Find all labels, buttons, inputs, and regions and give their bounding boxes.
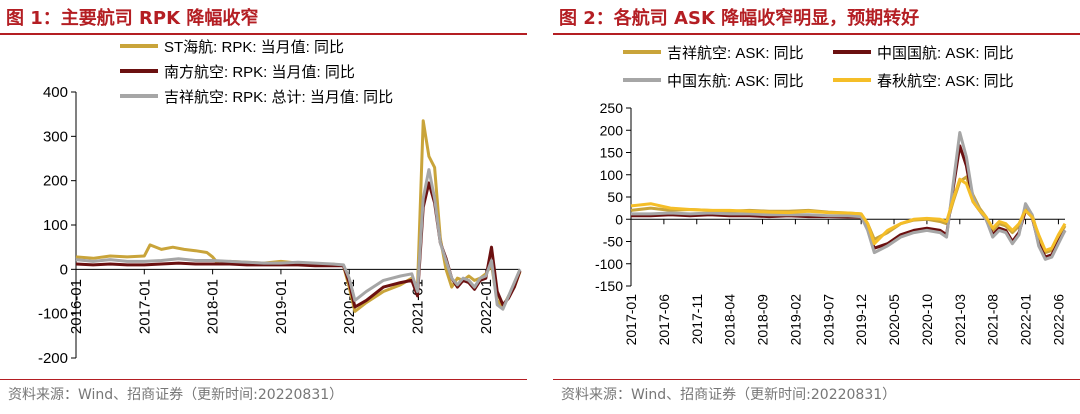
y-tick-label: -100 bbox=[38, 306, 68, 323]
x-tick-label: 2018-01 bbox=[205, 279, 222, 334]
x-tick-label: 2016-01 bbox=[68, 279, 85, 334]
x-tick-label: 2019-07 bbox=[820, 294, 836, 346]
y-tick-label: -100 bbox=[595, 256, 623, 272]
y-tick-label: 250 bbox=[600, 100, 624, 116]
x-tick-label: 2022-01 bbox=[1018, 294, 1034, 346]
rpk-line-chart: -200 -100 0 100 200 300 400 2016-01 2017-01 2018-… bbox=[38, 39, 522, 367]
source-note: 资料来源：Wind、招商证券（更新时间:20220831） bbox=[8, 387, 344, 403]
y-tick-label: 200 bbox=[43, 173, 68, 190]
series-line bbox=[630, 177, 1067, 252]
y-tick-label: 50 bbox=[607, 189, 623, 205]
y-tick-label: 150 bbox=[600, 145, 624, 161]
figure-panel-ask: 图 2：各航司 ASK 降幅收窄明显，预期转好 -150 -100 -50 0 50 10… bbox=[553, 0, 1080, 414]
series-line bbox=[631, 131, 1067, 261]
x-tick-label: 2018-09 bbox=[755, 294, 771, 346]
source-rule bbox=[0, 379, 527, 380]
legend-label: 中国东航: ASK: 同比 bbox=[667, 73, 804, 90]
source-rule bbox=[553, 379, 1080, 380]
source-note: 资料来源：Wind、招商证券（更新时间:20220831） bbox=[561, 387, 897, 403]
y-tick-label: -150 bbox=[595, 278, 623, 294]
x-tick-label: 2021-03 bbox=[952, 294, 968, 346]
figure-panel-rpk: 图 1：主要航司 RPK 降幅收窄 -200 -100 0 100 200 300 400 2… bbox=[0, 0, 527, 414]
title-rule bbox=[553, 33, 1080, 35]
title-rule bbox=[0, 33, 527, 35]
x-tick-label: 2020-10 bbox=[919, 294, 935, 346]
x-tick-label: 2022-06 bbox=[1050, 294, 1066, 346]
x-tick-label: 2017-01 bbox=[623, 294, 639, 346]
series-line bbox=[631, 144, 1067, 259]
y-tick-label: 300 bbox=[43, 128, 68, 145]
x-tick-label: 2021-01 bbox=[410, 279, 427, 334]
y-tick-label: 400 bbox=[43, 84, 68, 101]
ask-line-chart: -150 -100 -50 0 50 100 150 200 250 2017-01 2017-06… bbox=[595, 45, 1067, 346]
y-tick-label: -200 bbox=[38, 350, 68, 367]
x-tick-label: 2020-05 bbox=[886, 294, 902, 346]
legend-label: ST海航: RPK: 当月值: 同比 bbox=[164, 39, 344, 56]
series-line bbox=[75, 119, 522, 313]
x-tick-label: 2021-08 bbox=[985, 294, 1001, 346]
y-tick-label: 100 bbox=[600, 167, 624, 183]
y-tick-label: 100 bbox=[43, 217, 68, 234]
legend-label: 吉祥航空: ASK: 同比 bbox=[667, 45, 804, 62]
y-tick-label: 200 bbox=[600, 122, 624, 138]
y-tick-label: 0 bbox=[60, 261, 68, 278]
y-tick-label: 0 bbox=[615, 211, 623, 227]
x-tick-label: 2019-02 bbox=[787, 294, 803, 346]
figure-title: 图 1：主要航司 RPK 降幅收窄 bbox=[6, 8, 259, 29]
legend-label: 南方航空: RPK: 当月值: 同比 bbox=[164, 64, 355, 81]
legend-label: 春秋航空: ASK: 同比 bbox=[877, 73, 1014, 90]
x-tick-label: 2017-01 bbox=[136, 279, 153, 334]
x-tick-label: 2018-04 bbox=[722, 294, 738, 346]
x-tick-label: 2019-01 bbox=[273, 279, 290, 334]
x-tick-label: 2019-12 bbox=[853, 294, 869, 346]
x-tick-label: 2017-11 bbox=[689, 294, 705, 345]
x-tick-label: 2022-01 bbox=[478, 279, 495, 334]
x-tick-label: 2017-06 bbox=[656, 294, 672, 346]
legend-label: 中国国航: ASK: 同比 bbox=[877, 45, 1014, 62]
legend-label: 吉祥航空: RPK: 总计: 当月值: 同比 bbox=[164, 89, 393, 106]
figure-title: 图 2：各航司 ASK 降幅收窄明显，预期转好 bbox=[559, 8, 920, 29]
series-line bbox=[75, 168, 522, 311]
series-line bbox=[75, 181, 522, 309]
y-tick-label: -50 bbox=[603, 234, 623, 250]
